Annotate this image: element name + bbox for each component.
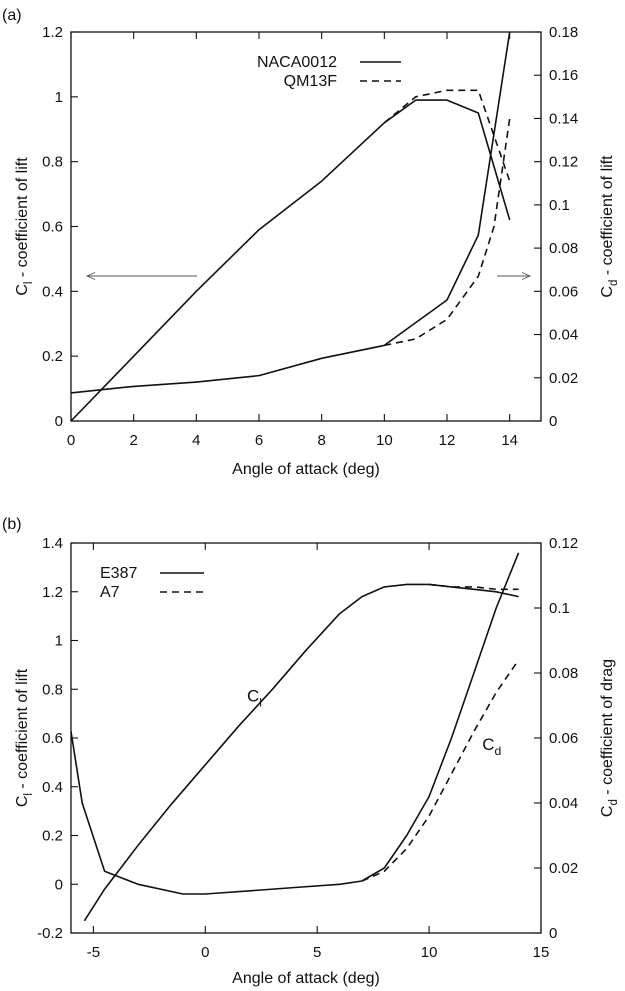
arrow-head (521, 272, 532, 280)
x-tick-label: 0 (201, 944, 209, 961)
legend-label: NACA0012 (257, 54, 337, 71)
y-right-axis-label-symbol: C (599, 806, 616, 818)
y-right-tick-label: 0 (549, 925, 557, 942)
series-naca0012-drag-line (70, 31, 511, 394)
y-right-tick-label: 0.12 (549, 154, 578, 171)
y-left-tick-label: 1.2 (42, 24, 63, 41)
curve-annotation-subscript: l (259, 695, 262, 709)
y-left-tick-label: 0.2 (42, 828, 63, 845)
y-left-axis-label-text: - coefficient of lift (14, 668, 31, 793)
y-right-axis-label-text: - coefficient of lift (599, 155, 616, 280)
y-left-tick-label: 0.8 (42, 681, 63, 698)
y-left-axis-label-text: - coefficient of lift (14, 157, 31, 282)
y-left-tick-label: 0 (55, 876, 63, 893)
curve-annotation-symbol: C (482, 735, 494, 754)
y-right-axis-label-subscript: d (608, 280, 620, 286)
x-tick-label: 12 (439, 432, 456, 449)
arrow-to-right-axis (497, 272, 532, 280)
x-tick-label: 4 (192, 432, 200, 449)
chart-panel-a: (a) 0 2 4 6 8 10 12 14 0 0.2 0.4 0.6 0.8 1 1.2 0 0.02 0.04… (2, 7, 620, 478)
x-tick-label: 6 (255, 432, 263, 449)
y-left-tick-label: 0 (55, 413, 63, 430)
y-right-axis-label-text: - coefficient of drag (599, 659, 616, 799)
y-right-tick-label: 0.1 (549, 197, 570, 214)
y-left-tick-label: 0.8 (42, 154, 63, 171)
y-right-axis-label-subscript: d (608, 799, 620, 805)
curve-annotation: Cd (482, 735, 501, 758)
curve-annotation-symbol: C (247, 686, 259, 705)
series-e387-lift-line (83, 583, 519, 922)
legend: NACA0012 QM13F (257, 54, 401, 90)
y-right-tick-label: 0.16 (549, 67, 578, 84)
y-right-tick-label: 0.02 (549, 370, 578, 387)
legend-label: QM13F (284, 73, 338, 90)
x-tick-label: 0 (67, 432, 75, 449)
series-e387-drag-line (70, 552, 520, 895)
y-right-tick-label: 0.12 (549, 535, 578, 552)
y-left-tick-label: 1 (55, 633, 63, 650)
y-left-axis-label-symbol: C (14, 796, 31, 808)
y-left-axis-label-subscript: l (23, 282, 35, 285)
arrow-head (85, 272, 96, 280)
curve-annotation: Cl (247, 686, 262, 709)
series-a7-drag-line (361, 659, 520, 882)
y-left-tick-label: 0.6 (42, 219, 63, 236)
series-naca0012-lift-line (70, 99, 511, 422)
curve-annotation-subscript: d (494, 744, 501, 758)
y-right-tick-label: 0.06 (549, 283, 578, 300)
y-right-tick-label: 0 (549, 413, 557, 430)
y-left-tick-label: 0.4 (42, 283, 63, 300)
y-right-tick-label: 0.04 (549, 327, 578, 344)
y-left-axis-label: Cl - coefficient of lift (14, 668, 35, 807)
y-left-tick-label: 0.2 (42, 348, 63, 365)
y-left-tick-label: 1 (55, 89, 63, 106)
y-right-tick-label: 0.1 (549, 600, 570, 617)
y-left-tick-label: 1.2 (42, 584, 63, 601)
y-right-tick-label: 0.14 (549, 110, 578, 127)
y-right-tick-label: 0.08 (549, 240, 578, 257)
chart-panel-b: (b) -5 0 5 10 15 -0.2 0 0.2 0.4 0.6 0.8 1 1.2 1.4 0 0.02… (2, 516, 620, 987)
x-tick-label: 15 (533, 944, 550, 961)
y-right-axis-label: Cd - coefficient of drag (599, 659, 620, 817)
series-qm13f-drag-line (384, 118, 511, 347)
y-left-tick-label: 1.4 (42, 535, 63, 552)
y-right-tick-label: 0.04 (549, 795, 578, 812)
x-tick-label: 14 (501, 432, 518, 449)
x-tick-label: 2 (129, 432, 137, 449)
y-left-tick-label: 0.4 (42, 779, 63, 796)
y-left-axis-label: Cl - coefficient of lift (14, 157, 35, 296)
panel-label: (a) (2, 7, 22, 24)
legend: E387 A7 (100, 565, 204, 601)
x-tick-label: -5 (87, 944, 100, 961)
x-axis-label: Angle of attack (deg) (232, 970, 380, 987)
y-right-axis-label-symbol: C (599, 286, 616, 298)
legend-label: A7 (100, 584, 120, 601)
x-tick-label: 5 (313, 944, 321, 961)
y-left-tick-label: 0.6 (42, 730, 63, 747)
y-left-tick-label: -0.2 (37, 925, 63, 942)
y-right-tick-label: 0.08 (549, 665, 578, 682)
series-qm13f-lift-line (383, 89, 511, 182)
x-tick-label: 8 (317, 432, 325, 449)
y-right-tick-label: 0.02 (549, 860, 578, 877)
x-tick-label: 10 (376, 432, 393, 449)
y-right-tick-label: 0.06 (549, 730, 578, 747)
x-axis-label: Angle of attack (deg) (232, 461, 380, 478)
y-left-axis-label-subscript: l (23, 793, 35, 796)
x-tick-label: 10 (421, 944, 438, 961)
arrow-to-left-axis (85, 272, 197, 280)
y-right-axis-label: Cd - coefficient of lift (599, 155, 620, 298)
legend-label: E387 (100, 565, 137, 582)
panel-label: (b) (2, 516, 22, 533)
y-right-tick-label: 0.18 (549, 24, 578, 41)
y-left-axis-label-symbol: C (14, 284, 31, 296)
